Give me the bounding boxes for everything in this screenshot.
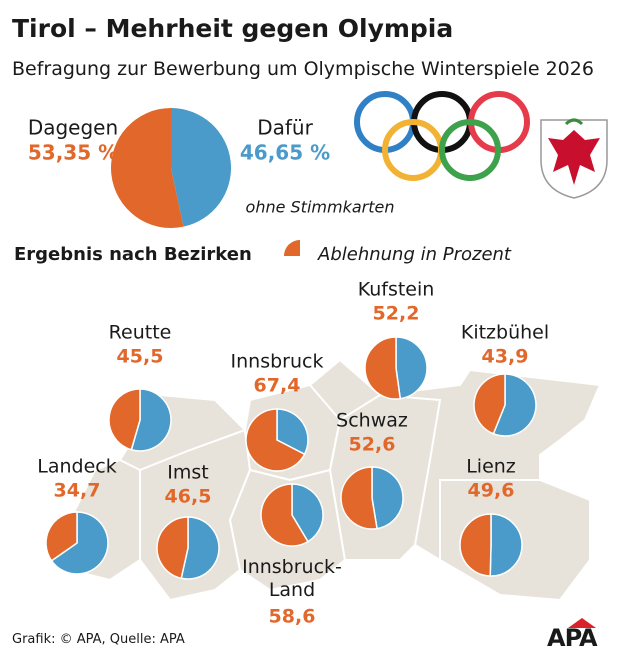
- section-title: Ergebnis nach Bezirken: [14, 244, 252, 265]
- district-label: Kitzbühel: [460, 321, 550, 344]
- legend-label: Ablehnung in Prozent: [318, 244, 511, 265]
- logo: APA: [547, 624, 598, 652]
- pie-remainder: [50, 511, 109, 575]
- pie-remainder: [489, 513, 523, 577]
- value-label: 46,5: [164, 485, 212, 508]
- district-label: Reutte: [108, 321, 172, 344]
- category-label: Dafür: [257, 115, 313, 140]
- value-label: 53,35 %: [27, 140, 119, 165]
- source: Grafik: © APA, Quelle: APA: [12, 632, 185, 647]
- district-label: Landeck: [37, 455, 117, 478]
- district-label: Innsbruck-Land: [242, 556, 342, 601]
- apa-logo: [568, 618, 596, 628]
- value-label: 45,5: [116, 345, 164, 368]
- pie-remainder: [395, 336, 428, 400]
- district-label: Schwaz: [336, 409, 408, 432]
- pie-remainder: [180, 516, 220, 580]
- pie-slice: [171, 108, 232, 227]
- pie-slice: [459, 513, 492, 577]
- pie-slice: [45, 511, 78, 562]
- pie-slice: [156, 516, 189, 580]
- pie-slice: [364, 336, 402, 400]
- pie-remainder: [276, 408, 309, 456]
- pie-remainder: [371, 466, 404, 530]
- olympic-rings: [354, 91, 530, 181]
- pie-slice: [260, 483, 309, 547]
- pie-slice: [111, 108, 184, 228]
- note: ohne Stimmkarten: [245, 197, 395, 217]
- district-label: Lienz: [466, 455, 516, 478]
- value-label: 67,4: [253, 374, 301, 397]
- value-label: 52,6: [348, 433, 396, 456]
- value-label: 43,9: [481, 345, 529, 368]
- value-label: 52,2: [372, 302, 420, 325]
- value-label: 49,6: [467, 479, 515, 502]
- pie-slice: [473, 373, 506, 435]
- district-label: Kufstein: [357, 278, 435, 301]
- coat-of-arms: [540, 118, 608, 199]
- legend-swatch: [284, 240, 300, 256]
- pie-slice: [340, 466, 378, 530]
- pie-slice: [245, 408, 306, 472]
- district-label: Imst: [167, 461, 209, 484]
- district-label: Innsbruck: [230, 350, 324, 373]
- value-label: 58,6: [268, 605, 316, 628]
- value-label: 34,7: [53, 479, 101, 502]
- pie-remainder: [492, 373, 537, 437]
- subtitle: Befragung zur Bewerbung um Olympische Wi…: [12, 58, 594, 80]
- title: Tirol – Mehrheit gegen Olympia: [12, 14, 454, 43]
- value-label: 46,65 %: [239, 140, 331, 165]
- pie-remainder: [130, 388, 172, 452]
- category-label: Dagegen: [27, 115, 119, 140]
- pie-slice: [108, 388, 141, 451]
